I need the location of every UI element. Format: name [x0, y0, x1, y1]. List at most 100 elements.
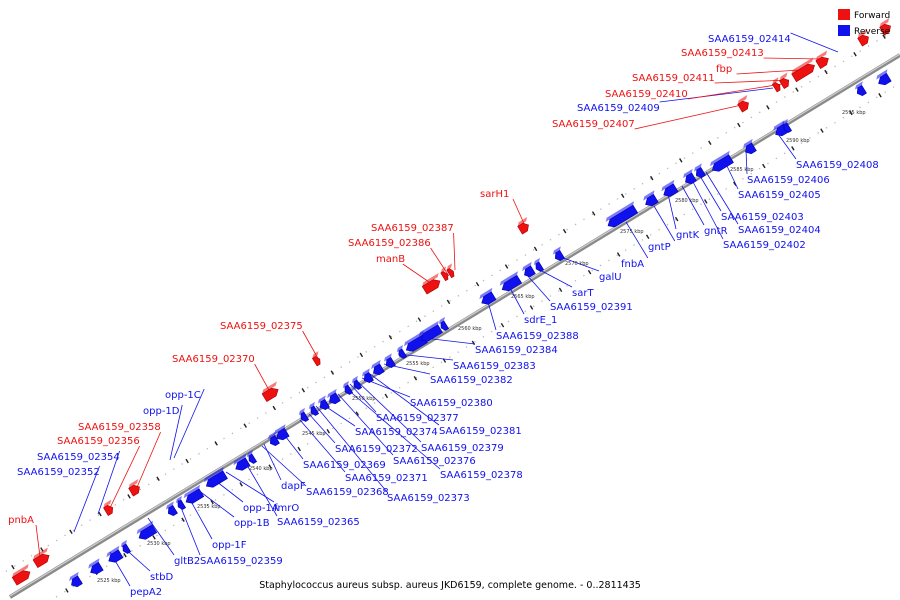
gene-label[interactable]: SAA6159_02383 — [453, 361, 536, 372]
gene-feature-17[interactable] — [68, 571, 85, 589]
gene-label[interactable]: fbp — [716, 64, 732, 75]
gene-label[interactable]: SAA6159_02410 — [605, 89, 688, 100]
gene-label[interactable]: SAA6159_02354 — [37, 452, 120, 463]
gene-label[interactable]: sarH1 — [480, 189, 509, 200]
gene-feature-23[interactable] — [174, 495, 188, 511]
gene-label[interactable]: SAA6159_02386 — [348, 238, 431, 249]
gene-feature-57[interactable] — [853, 81, 869, 97]
gene-feature-39[interactable] — [395, 344, 409, 360]
gene-feature-2[interactable] — [102, 499, 118, 516]
gene-feature-19[interactable] — [105, 545, 126, 565]
gene-feature-56[interactable] — [780, 118, 794, 134]
gene-feature-45[interactable] — [521, 261, 538, 279]
gene-feature-44[interactable] — [498, 271, 524, 293]
gene-label[interactable]: SAA6159_02408 — [796, 160, 879, 171]
gene-label[interactable]: SAA6159_02411 — [632, 73, 715, 84]
gene-label[interactable]: SAA6159_02374 — [355, 427, 438, 438]
gene-feature-20[interactable] — [119, 539, 133, 555]
gene-label[interactable]: SAA6159_02391 — [550, 302, 633, 313]
gene-feature-42[interactable] — [437, 316, 451, 332]
gene-label[interactable]: gltB2 — [174, 556, 200, 567]
gene-label[interactable]: opp-1C — [165, 390, 201, 401]
gene-label[interactable]: SAA6159_02405 — [738, 190, 821, 201]
gene-label[interactable]: SAA6159_02403 — [721, 212, 804, 223]
gene-label[interactable]: manB — [376, 254, 405, 265]
gene-label[interactable]: SAA6159_02402 — [723, 240, 806, 251]
gene-feature-36[interactable] — [360, 368, 376, 384]
gene-feature-26[interactable] — [232, 453, 253, 473]
gene-feature-32[interactable] — [316, 395, 332, 411]
gene-feature-7[interactable] — [439, 266, 452, 282]
gene-feature-34[interactable] — [341, 380, 355, 396]
gene-label[interactable]: SAA6159_02382 — [430, 375, 513, 386]
gene-feature-53[interactable] — [708, 150, 736, 174]
gene-feature-1[interactable] — [32, 547, 54, 569]
gene-label[interactable]: SAA6159_02406 — [747, 175, 830, 186]
gene-feature-12[interactable] — [778, 72, 794, 89]
gene-label[interactable]: SAA6159_02407 — [552, 119, 635, 130]
gene-feature-58[interactable] — [875, 69, 894, 87]
gene-feature-38[interactable] — [382, 353, 398, 369]
gene-feature-10[interactable] — [736, 95, 753, 113]
gene-feature-15[interactable] — [856, 29, 873, 47]
gene-label[interactable]: SAA6159_02384 — [475, 345, 558, 356]
gene-feature-41[interactable] — [417, 320, 445, 344]
gene-label[interactable]: gntK — [676, 230, 700, 241]
gene-feature-25[interactable] — [202, 466, 230, 490]
gene-label[interactable]: gntP — [648, 242, 671, 253]
gene-label[interactable]: SAA6159_02388 — [496, 331, 579, 342]
gene-label[interactable]: SAA6159_02359 — [200, 556, 283, 567]
gene-label[interactable]: fnbA — [621, 259, 644, 270]
gene-feature-3[interactable] — [127, 479, 144, 497]
gene-feature-22[interactable] — [164, 501, 180, 517]
gene-feature-50[interactable] — [660, 179, 681, 199]
gene-label[interactable]: SAA6159_02414 — [708, 34, 791, 45]
gene-feature-33[interactable] — [326, 388, 343, 406]
gene-label[interactable]: SAA6159_02379 — [421, 443, 504, 454]
gene-feature-27[interactable] — [245, 449, 259, 465]
gene-label[interactable]: SAA6159_02358 — [78, 422, 161, 433]
gene-label[interactable]: SAA6159_02365 — [277, 517, 360, 528]
gene-feature-6[interactable] — [421, 272, 445, 295]
gene-feature-37[interactable] — [370, 359, 387, 377]
gene-feature-14[interactable] — [814, 50, 833, 69]
gene-feature-35[interactable] — [350, 375, 364, 391]
gene-feature-4[interactable] — [261, 381, 283, 403]
gene-label[interactable]: SAA6159_02352 — [17, 467, 100, 478]
gene-label[interactable]: SAA6159_02372 — [335, 444, 418, 455]
gene-label[interactable]: sarT — [572, 288, 594, 299]
gene-feature-52[interactable] — [692, 163, 708, 179]
gene-label[interactable]: opp-1D — [143, 406, 180, 417]
gene-feature-54[interactable] — [742, 138, 759, 156]
gene-label[interactable]: gntR — [704, 226, 728, 237]
gene-label[interactable]: SAA6159_02381 — [439, 426, 522, 437]
gene-label[interactable]: sdrE_1 — [524, 315, 557, 326]
gene-feature-29[interactable] — [273, 424, 292, 442]
gene-feature-16[interactable] — [878, 18, 895, 36]
gene-feature-18[interactable] — [87, 558, 106, 576]
gene-feature-28[interactable] — [266, 431, 282, 447]
gene-label[interactable]: stbD — [150, 572, 173, 583]
gene-label[interactable]: galU — [599, 272, 622, 283]
gene-feature-43[interactable] — [478, 287, 499, 307]
gene-label[interactable]: SAA6159_02368 — [306, 487, 389, 498]
gene-feature-48[interactable] — [604, 201, 640, 229]
gene-label[interactable]: SAA6159_02377 — [376, 413, 459, 424]
gene-label[interactable]: fmrO — [274, 503, 299, 514]
gene-feature-11[interactable] — [771, 77, 785, 93]
gene-label[interactable]: dapF — [281, 481, 306, 492]
gene-feature-9[interactable] — [516, 217, 533, 235]
gene-feature-8[interactable] — [445, 263, 458, 279]
gene-feature-31[interactable] — [307, 401, 321, 417]
gene-feature-13[interactable] — [790, 57, 819, 83]
gene-label[interactable]: SAA6159_02369 — [303, 460, 386, 471]
gene-feature-49[interactable] — [642, 190, 661, 208]
gene-label[interactable]: opp-1B — [234, 518, 270, 529]
gene-label[interactable]: opp-1F — [212, 540, 247, 551]
gene-label[interactable]: SAA6159_02375 — [220, 321, 303, 332]
gene-label[interactable]: SAA6159_02378 — [440, 470, 523, 481]
gene-label[interactable]: SAA6159_02404 — [738, 225, 821, 236]
gene-feature-46[interactable] — [532, 257, 546, 273]
gene-label[interactable]: pepA2 — [130, 587, 162, 598]
gene-feature-24[interactable] — [182, 484, 206, 506]
